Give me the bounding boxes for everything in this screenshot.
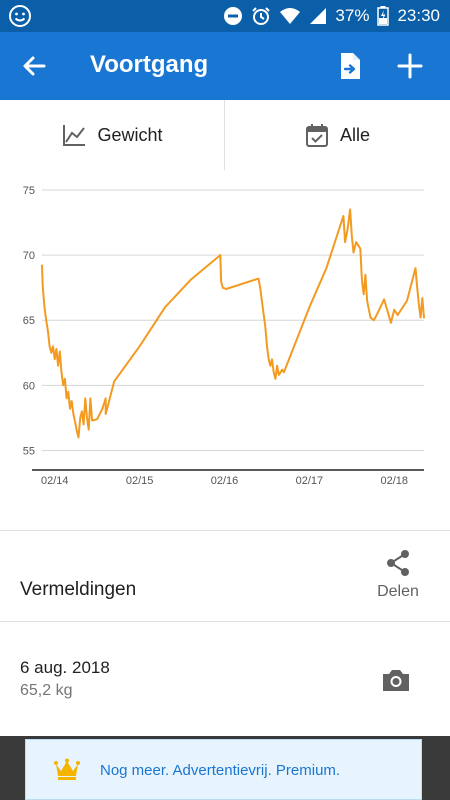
battery-percentage: 37% (335, 6, 370, 25)
x-tick-label: 02/16 (211, 475, 239, 487)
metric-filter-button[interactable]: Gewicht (0, 100, 224, 170)
alarm-icon (252, 7, 271, 25)
share-button[interactable]: Delen (370, 549, 426, 601)
status-bar: 37% 23:30 (0, 0, 450, 32)
premium-ad-banner[interactable]: Nog meer. Advertentievrij. Premium. (25, 739, 422, 800)
y-tick-label: 65 (23, 315, 35, 327)
y-tick-label: 60 (23, 380, 35, 392)
x-tick-label: 02/17 (296, 475, 324, 487)
y-tick-label: 70 (23, 250, 35, 262)
ad-bar: Nog meer. Advertentievrij. Premium. (0, 736, 450, 800)
y-tick-label: 55 (23, 445, 35, 457)
app-bar: Voortgang (0, 32, 450, 100)
period-filter-label: Alle (339, 124, 370, 145)
page-title: Voortgang (90, 51, 209, 78)
weight-series-line (41, 208, 425, 439)
entries-title: Vermeldingen (20, 579, 137, 600)
weight-line-chart: 55 60 65 70 75 02/14 02/15 02/16 02/17 02/18 (23, 185, 425, 487)
ad-text: Nog meer. Advertentievrij. Premium. (100, 762, 341, 779)
do-not-disturb-icon (224, 7, 243, 25)
filter-divider (224, 100, 225, 170)
wifi-icon (280, 8, 301, 24)
period-filter-button[interactable]: Alle (225, 100, 449, 170)
x-tick-label: 02/18 (381, 475, 409, 487)
weight-chart: 55 60 65 70 75 02/14 02/15 02/16 02/17 02/18 (0, 170, 450, 531)
back-arrow-icon[interactable] (18, 50, 50, 82)
smiley-notification-icon (9, 5, 31, 27)
entries-header: Vermeldingen Delen (0, 531, 450, 622)
calendar-check-icon (305, 124, 328, 147)
add-icon[interactable] (394, 50, 426, 82)
share-label: Delen (377, 583, 419, 600)
signal-icon (310, 8, 327, 24)
y-tick-label: 75 (23, 185, 35, 197)
line-chart-icon (63, 125, 86, 146)
battery-icon (377, 6, 390, 26)
x-tick-label: 02/15 (126, 475, 154, 487)
list-item[interactable]: 6 aug. 2018 65,2 kg (0, 622, 450, 736)
entry-date: 6 aug. 2018 (20, 658, 110, 677)
share-icon (387, 550, 409, 576)
camera-icon[interactable] (380, 664, 412, 696)
clock: 23:30 (397, 6, 440, 25)
entry-weight: 65,2 kg (20, 682, 73, 699)
metric-filter-label: Gewicht (97, 124, 163, 145)
filter-bar: Gewicht Alle (0, 100, 450, 171)
export-document-icon[interactable] (334, 50, 366, 82)
x-tick-label: 02/14 (41, 475, 69, 487)
crown-icon (54, 758, 80, 780)
